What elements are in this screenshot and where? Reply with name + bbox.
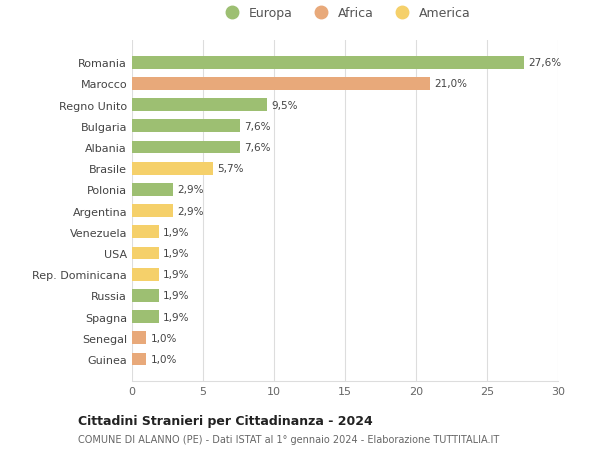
Bar <box>132 120 240 133</box>
Bar <box>132 184 173 196</box>
Text: 2,9%: 2,9% <box>178 206 204 216</box>
Text: 1,9%: 1,9% <box>163 269 190 280</box>
Bar <box>132 289 159 302</box>
Text: 1,9%: 1,9% <box>163 312 190 322</box>
Text: 1,0%: 1,0% <box>151 333 177 343</box>
Text: 27,6%: 27,6% <box>528 58 562 68</box>
Text: 1,9%: 1,9% <box>163 291 190 301</box>
Bar <box>132 353 146 365</box>
Bar <box>132 162 213 175</box>
Bar <box>132 247 159 260</box>
Text: COMUNE DI ALANNO (PE) - Dati ISTAT al 1° gennaio 2024 - Elaborazione TUTTITALIA.: COMUNE DI ALANNO (PE) - Dati ISTAT al 1°… <box>78 434 499 443</box>
Bar <box>132 268 159 281</box>
Bar <box>132 311 159 323</box>
Text: 5,7%: 5,7% <box>217 164 244 174</box>
Text: 1,9%: 1,9% <box>163 248 190 258</box>
Bar <box>132 78 430 90</box>
Bar <box>132 57 524 69</box>
Text: 9,5%: 9,5% <box>271 101 298 110</box>
Text: 7,6%: 7,6% <box>244 122 271 132</box>
Text: 21,0%: 21,0% <box>434 79 467 89</box>
Bar <box>132 205 173 218</box>
Text: 2,9%: 2,9% <box>178 185 204 195</box>
Text: 1,9%: 1,9% <box>163 227 190 237</box>
Bar <box>132 141 240 154</box>
Bar <box>132 226 159 239</box>
Bar <box>132 99 267 112</box>
Text: Cittadini Stranieri per Cittadinanza - 2024: Cittadini Stranieri per Cittadinanza - 2… <box>78 414 373 428</box>
Legend: Europa, Africa, America: Europa, Africa, America <box>215 3 475 24</box>
Text: 1,0%: 1,0% <box>151 354 177 364</box>
Text: 7,6%: 7,6% <box>244 143 271 153</box>
Bar <box>132 332 146 344</box>
